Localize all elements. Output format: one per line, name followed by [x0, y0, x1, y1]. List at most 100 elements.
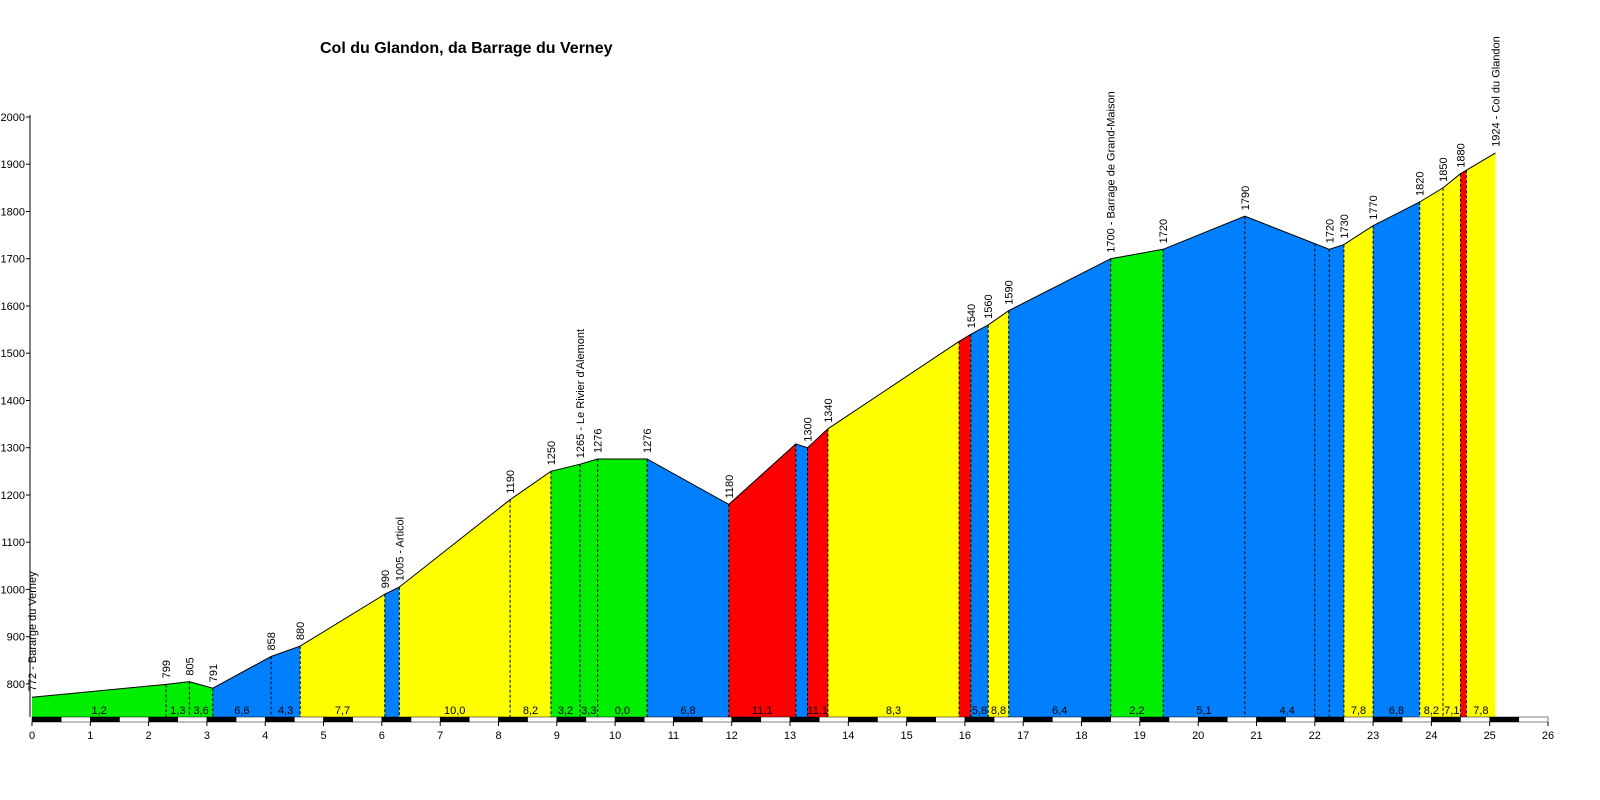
y-tick-label-1: 900: [7, 632, 25, 644]
grade-label-20: 6,4: [1052, 705, 1067, 717]
x-ruler-segment: [673, 716, 703, 723]
grade-segment-28: [1443, 173, 1461, 717]
x-ruler-segment: [527, 716, 558, 723]
x-ruler-segment: [323, 716, 353, 723]
altitude-label-15: 1340: [823, 398, 835, 422]
altitude-label-19: 1700 - Barrage de Grand-Maison: [1106, 91, 1118, 252]
altitude-label-11: 1276: [593, 429, 605, 453]
grade-segment-23: [1244, 216, 1330, 717]
x-ruler-segment: [439, 716, 470, 723]
y-tick-label-10: 1800: [1, 207, 25, 219]
grade-segment-2: [189, 681, 213, 717]
grade-label-5: 7,7: [335, 705, 350, 717]
grade-label-0: 1,2: [91, 705, 106, 717]
altitude-label-14: 1300: [803, 417, 815, 441]
x-ruler-segment: [848, 716, 878, 723]
grade-segments: [32, 152, 1496, 718]
grade-segment-7: [399, 499, 511, 717]
x-ruler-segment: [877, 716, 907, 723]
x-ruler-segment: [1372, 716, 1403, 723]
x-ruler-segment: [818, 716, 849, 723]
x-ruler-segment: [1227, 716, 1257, 723]
y-tick-label-12: 2000: [1, 112, 25, 124]
x-ruler-segment: [702, 716, 732, 723]
x-ruler-segment: [235, 716, 266, 723]
y-tick-label-9: 1700: [1, 254, 25, 266]
grade-label-12: 6,8: [680, 705, 695, 717]
grade-label-1: 1,3: [170, 705, 185, 717]
x-ruler-segment: [993, 716, 1024, 723]
grade-segment-19: [988, 310, 1009, 717]
x-ruler-segment: [410, 716, 441, 723]
grade-label-21: 2,2: [1129, 705, 1144, 717]
altitude-label-20: 1720: [1158, 219, 1170, 243]
x-tick-label-8: 8: [495, 730, 501, 742]
x-tick-label-20: 20: [1192, 730, 1204, 742]
grade-label-2: 3,6: [193, 705, 208, 717]
x-tick-label-25: 25: [1484, 730, 1496, 742]
grade-segment-30: [1466, 152, 1496, 717]
x-ruler-segment: [731, 716, 762, 723]
chart-title: Col du Glandon, da Barrage du Verney: [320, 40, 613, 57]
grade-segment-29: [1460, 170, 1467, 717]
grade-label-9: 3,2: [558, 705, 573, 717]
y-tick-label-3: 1100: [1, 537, 25, 549]
x-tick-label-10: 10: [609, 730, 621, 742]
x-tick-label-13: 13: [784, 730, 796, 742]
grade-segment-26: [1373, 202, 1420, 717]
x-tick-label-1: 1: [87, 730, 93, 742]
grade-segment-22: [1163, 216, 1245, 717]
x-ruler-segment: [1431, 716, 1461, 723]
altitude-label-22: 1720: [1324, 219, 1336, 243]
x-ruler-segment: [1285, 716, 1316, 723]
grade-segment-21: [1110, 249, 1164, 718]
x-ruler-segment: [614, 716, 645, 723]
segment-dividers: [165, 170, 1467, 717]
y-tick-label-5: 1300: [1, 443, 25, 455]
grade-segment-24: [1329, 244, 1344, 717]
grade-segment-11: [597, 459, 648, 717]
x-ruler-segment: [789, 716, 820, 723]
grade-label-11: 0,0: [615, 705, 630, 717]
grade-segment-27: [1419, 187, 1443, 717]
y-tick-label-4: 1200: [1, 490, 25, 502]
grade-segment-5: [300, 594, 385, 717]
altitude-label-9: 1250: [546, 441, 558, 465]
x-tick-label-4: 4: [262, 730, 268, 742]
x-tick-label-15: 15: [900, 730, 912, 742]
altitude-label-5: 880: [295, 622, 307, 640]
x-tick-label-26: 26: [1542, 730, 1554, 742]
grade-segment-10: [580, 459, 598, 717]
x-ruler-segment: [906, 716, 937, 723]
altitude-labels: 772 - Bararge du Verney 799 805 791 858 880 99…: [27, 36, 1503, 691]
grade-label-23: 4,4: [1279, 705, 1294, 717]
y-tick-label-8: 1600: [1, 301, 25, 313]
grade-segment-8: [510, 471, 551, 717]
grade-segment-13: [728, 443, 796, 717]
grade-label-19: 8,8: [991, 705, 1006, 717]
altitude-label-24: 1770: [1368, 195, 1380, 219]
altitude-label-13: 1180: [724, 475, 736, 499]
x-axis: 0 1 2 3 4 5 6 7 8 9 10 11 12 13 14 15 16 17 18 19 20 21 22 23 24…: [29, 716, 1554, 742]
grade-segment-20: [1008, 258, 1111, 717]
grade-segment-6: [384, 587, 400, 717]
x-ruler-segment: [1052, 716, 1082, 723]
x-ruler-segment: [294, 716, 324, 723]
x-tick-label-14: 14: [842, 730, 854, 742]
x-ruler-segment: [60, 716, 91, 723]
altitude-label-17: 1560: [983, 294, 995, 318]
grade-label-15: 11,1: [807, 705, 828, 717]
altitude-label-26: 1850: [1438, 157, 1450, 181]
grade-label-26: 6,8: [1389, 705, 1404, 717]
grade-segment-4: [271, 646, 301, 717]
x-tick-label-21: 21: [1250, 730, 1262, 742]
grade-segment-3: [212, 656, 272, 717]
x-tick-label-0: 0: [29, 730, 35, 742]
y-tick-label-7: 1500: [1, 348, 25, 360]
x-ruler-segment: [498, 716, 528, 723]
grade-label-4: 4,3: [278, 705, 293, 717]
x-tick-label-24: 24: [1425, 730, 1437, 742]
altitude-label-27: 1880: [1456, 143, 1468, 167]
x-tick-label-6: 6: [379, 730, 385, 742]
grade-label-13: 11,1: [752, 705, 773, 717]
